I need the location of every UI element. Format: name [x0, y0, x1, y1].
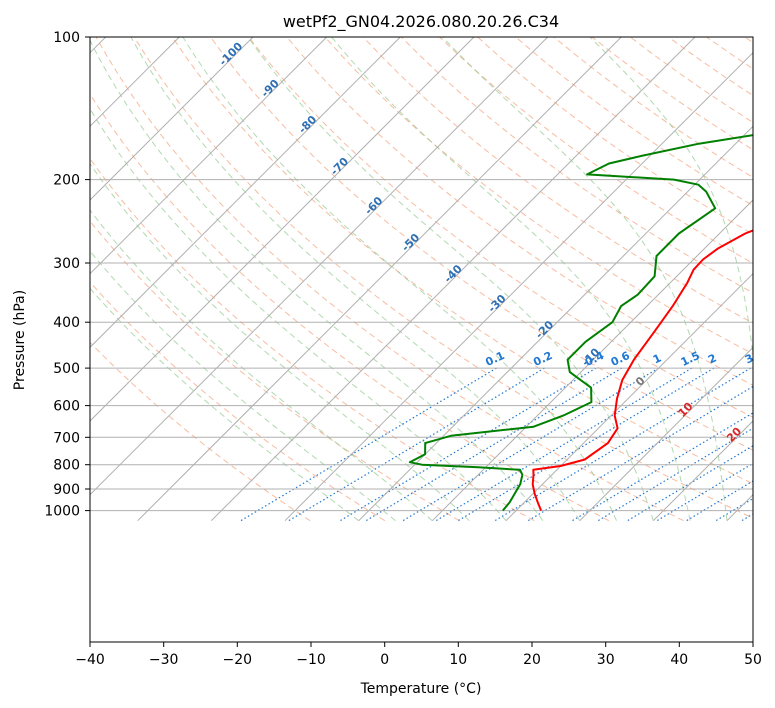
isotherm-line — [90, 37, 180, 128]
dry-adiabat — [90, 341, 311, 522]
dry-adiabat — [133, 37, 753, 519]
isotherm-line — [579, 346, 753, 522]
mixing-ratio-line — [457, 367, 715, 522]
x-tick-label: 20 — [523, 652, 541, 668]
x-axis-label: Temperature (°C) — [360, 681, 482, 697]
y-axis: 100 200 300 400 500 600 700 800 900 1000 — [44, 30, 90, 520]
dry-adiabat — [324, 37, 753, 355]
y-tick-label: 200 — [53, 173, 80, 189]
moist-adiabat — [331, 37, 691, 521]
mixing-ratio-line — [240, 367, 497, 522]
x-tick-label: 10 — [449, 652, 467, 668]
x-tick-label: 40 — [670, 652, 688, 668]
isotherm-line — [505, 272, 753, 522]
dry-adiabat — [171, 37, 753, 485]
y-axis-label: Pressure (hPa) — [12, 290, 28, 390]
isotherm-line — [90, 37, 475, 422]
mixing-ratio-line — [494, 367, 752, 522]
y-tick-label: 600 — [53, 399, 80, 415]
moist-adiabat — [247, 37, 654, 521]
dry-adiabat — [362, 37, 753, 324]
mixing-ratio-line — [656, 462, 753, 522]
y-tick-label: 700 — [53, 430, 80, 446]
mixing-ratio-line — [597, 427, 753, 522]
dry-adiabat — [95, 37, 684, 522]
moist-adiabat — [130, 37, 581, 521]
moist-adiabat — [90, 108, 507, 522]
mixing-ratio-line — [571, 412, 753, 522]
x-tick-label: −10 — [296, 652, 326, 668]
mixing-ratio-line — [686, 480, 753, 522]
plot-frame — [89, 36, 754, 643]
isotherm-line — [210, 37, 696, 522]
chart-title: wetPf2_GN04.2026.080.20.26.C34 — [283, 12, 559, 32]
moist-adiabat — [441, 37, 728, 521]
x-tick-label: 50 — [744, 652, 762, 668]
isotherm-line — [284, 51, 753, 522]
y-tick-label: 300 — [53, 256, 80, 272]
y-tick-label: 1000 — [44, 504, 80, 520]
dry-adiabat — [90, 281, 386, 522]
mixing-ratio-line — [402, 367, 659, 522]
y-tick-label: 500 — [53, 361, 80, 377]
x-tick-label: 0 — [380, 652, 389, 668]
moist-adiabat — [90, 250, 396, 522]
isotherm-line — [431, 199, 753, 522]
mixing-ratio-label: 3 — [743, 351, 755, 366]
moist-adiabat — [90, 39, 544, 521]
x-tick-label: 30 — [597, 652, 615, 668]
dry-adiabat — [90, 220, 460, 522]
isotherm-line — [90, 37, 328, 275]
x-tick-label: −20 — [223, 652, 253, 668]
x-axis: −40 −30 −20 −10 0 10 20 30 40 50 — [75, 642, 762, 668]
x-tick-label: −30 — [149, 652, 179, 668]
dry-adiabat — [400, 37, 753, 294]
isotherm-line — [90, 37, 549, 496]
mixing-ratio-line — [435, 367, 693, 522]
y-tick-label: 800 — [53, 458, 80, 474]
isotherm-line — [90, 37, 254, 201]
dry-adiabat — [90, 93, 610, 522]
y-tick-label: 100 — [53, 30, 80, 46]
mixing-ratio-line — [288, 367, 545, 522]
mixing-ratio-line — [365, 367, 623, 522]
temperature-profile-line — [531, 229, 753, 511]
isotherm-line — [137, 37, 622, 522]
mixing-ratio-line — [627, 445, 753, 522]
x-tick-label: −40 — [75, 652, 105, 668]
isotherm-line — [90, 37, 401, 349]
dewpoint-profile-line — [408, 134, 753, 512]
series-group — [408, 134, 753, 512]
moist-adiabat — [90, 162, 470, 522]
isotherm-line — [652, 420, 753, 522]
mixing-ratio-line — [339, 367, 597, 522]
y-tick-label: 900 — [53, 482, 80, 498]
moist-adiabat — [589, 37, 753, 360]
moist-adiabat — [90, 287, 360, 522]
y-tick-label: 400 — [53, 315, 80, 331]
